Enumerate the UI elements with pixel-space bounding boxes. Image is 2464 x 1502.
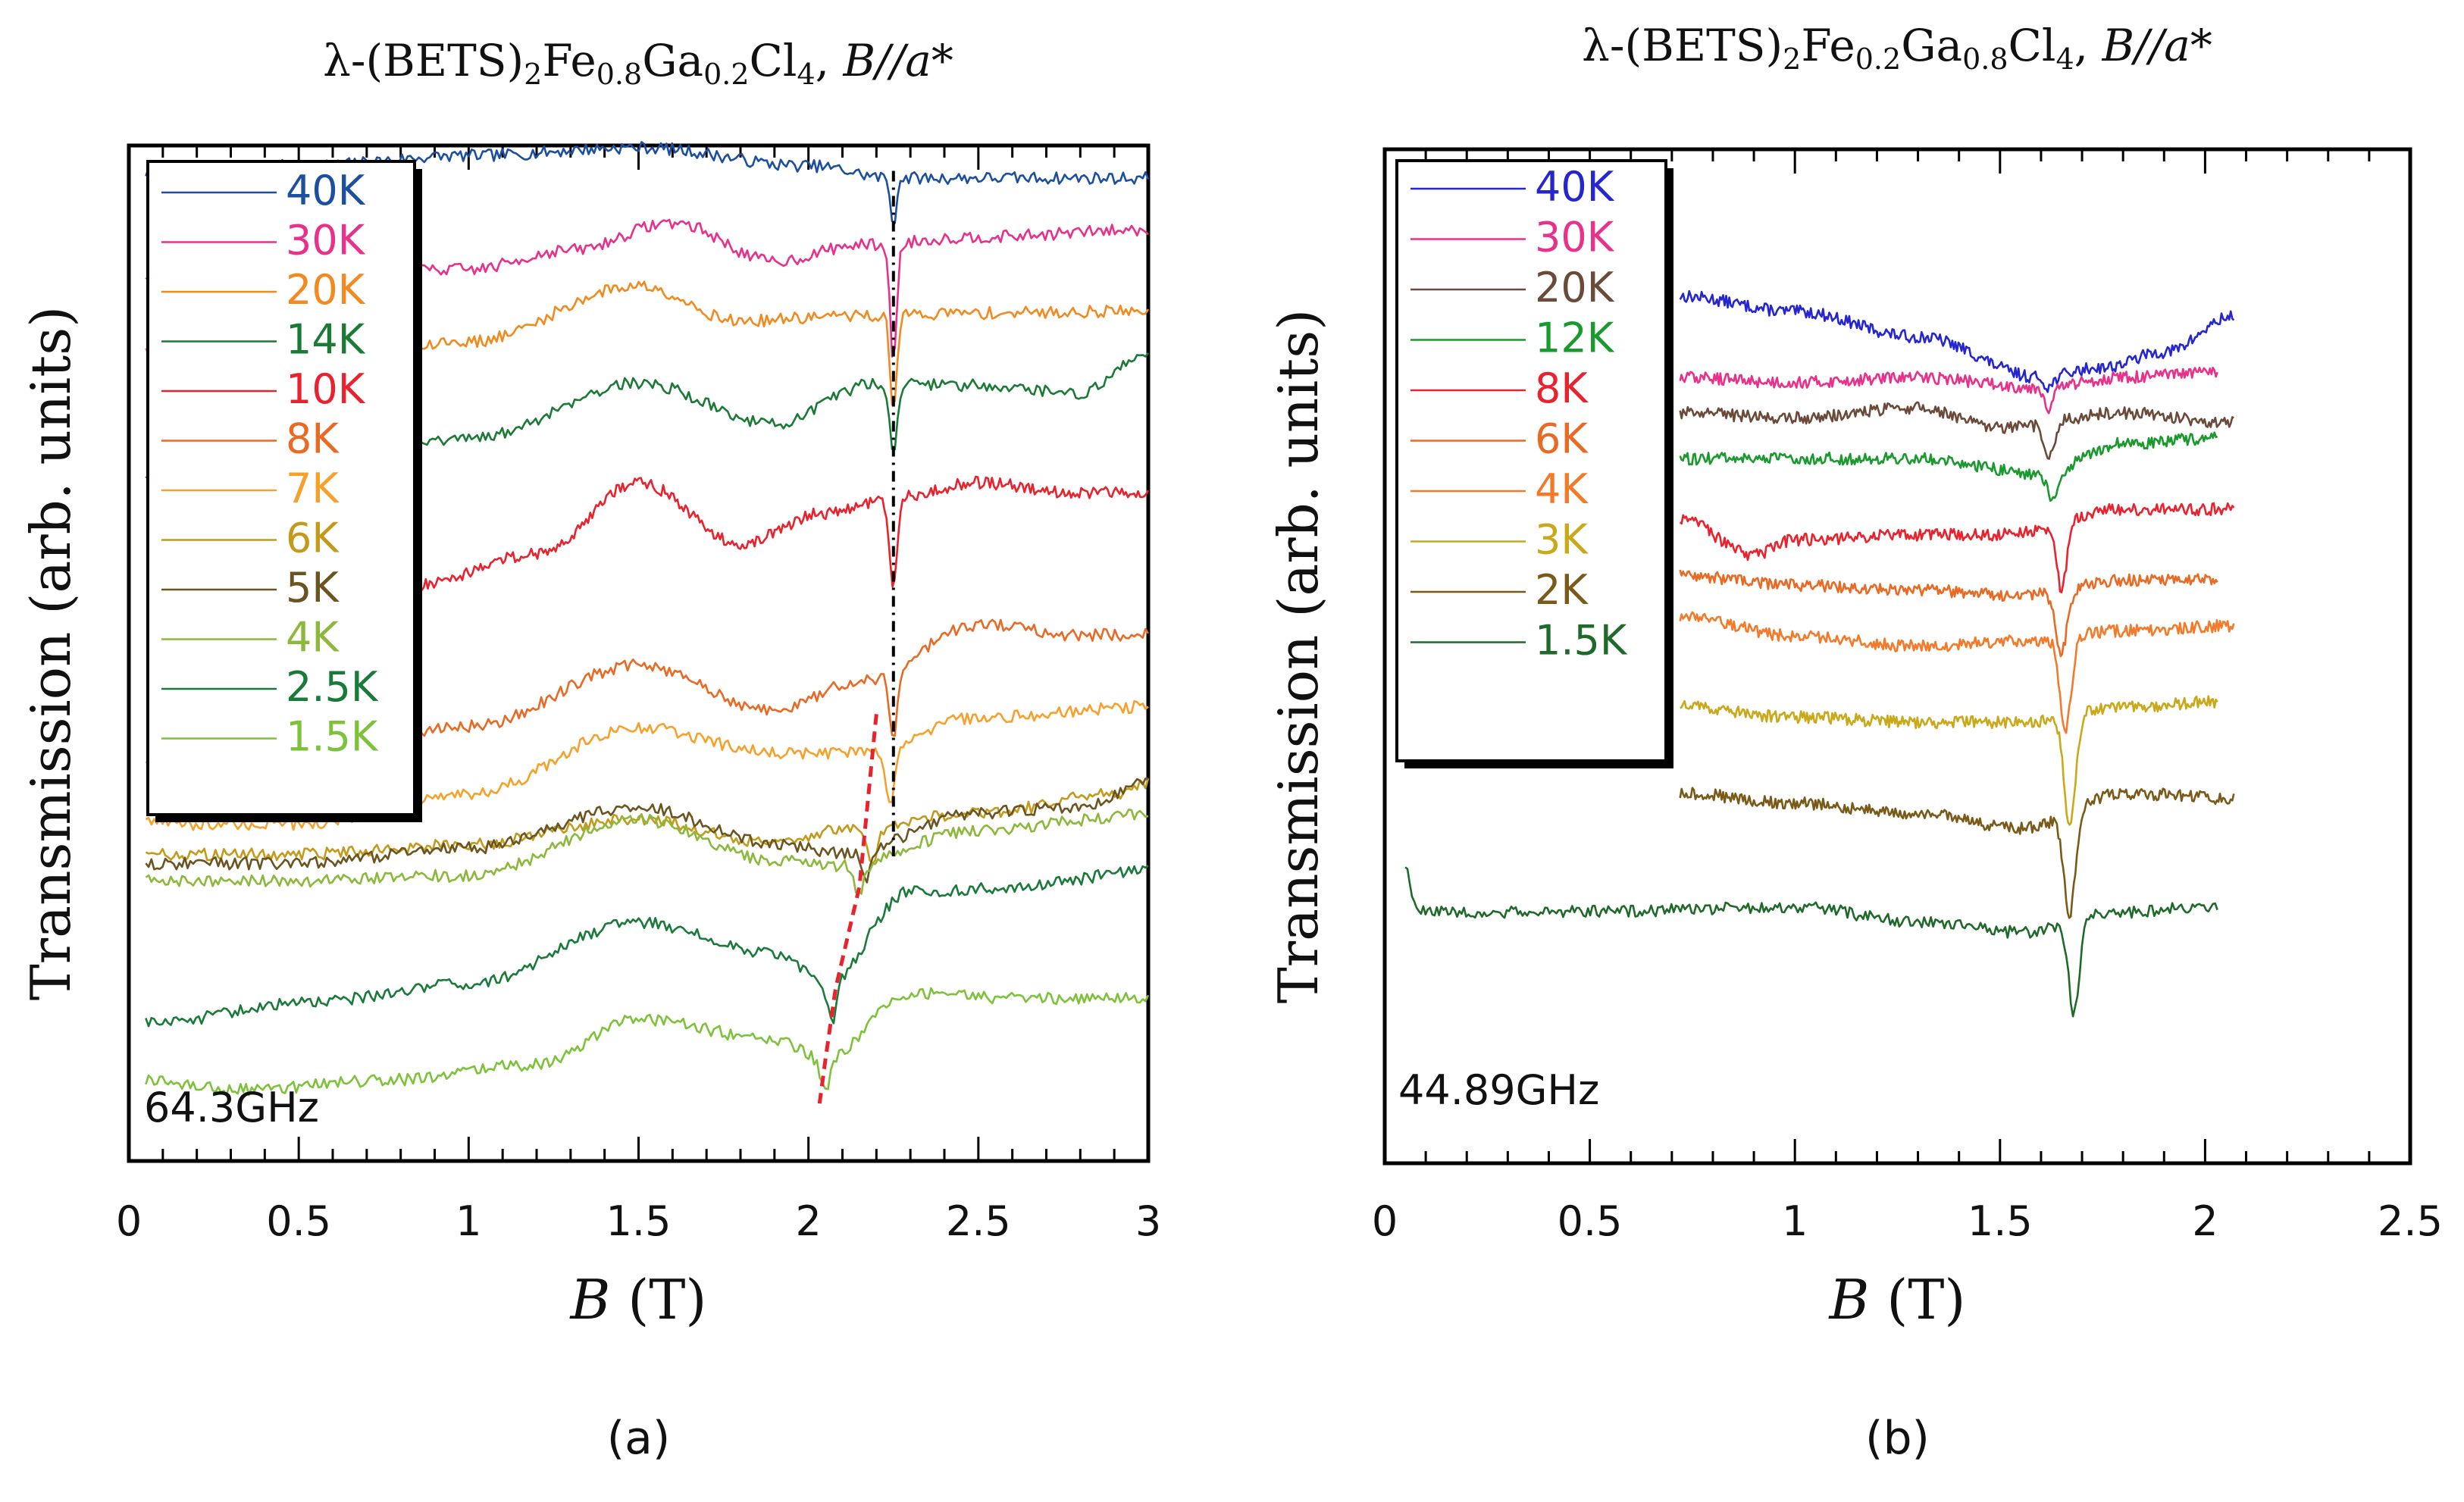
a-x-tick-label: 3 bbox=[1135, 1197, 1161, 1245]
a-series-line-7K bbox=[145, 699, 1149, 831]
b-x-axis-label: B (T) bbox=[1827, 1268, 1965, 1331]
b-legend-label-8K: 8K bbox=[1535, 365, 1589, 412]
a-x-tick-label: 1.5 bbox=[606, 1197, 672, 1245]
a-legend-label-4K: 4K bbox=[286, 614, 340, 662]
b-x-tick-label: 0.5 bbox=[1558, 1197, 1623, 1245]
a-panel-label: (a) bbox=[607, 1412, 671, 1465]
a-y-axis-label: Transmission (arb. units) bbox=[19, 306, 83, 1001]
a-legend-label-8K: 8K bbox=[286, 415, 340, 463]
a-x-tick-label: 0.5 bbox=[266, 1197, 331, 1245]
a-series-line-1.5K bbox=[145, 987, 1150, 1097]
a-x-tick-label: 2.5 bbox=[946, 1197, 1011, 1245]
b-legend-label-40K: 40K bbox=[1535, 163, 1615, 211]
a-series-line-10K bbox=[416, 475, 1150, 591]
b-legend-box bbox=[1395, 159, 1667, 762]
a-frequency-annotation: 64.3GHz bbox=[144, 1084, 319, 1131]
a-legend-box bbox=[146, 160, 416, 816]
a-series-line-2.5K bbox=[145, 865, 1149, 1028]
b-series-line-20K bbox=[1679, 401, 2234, 460]
a-x-tick-label: 2 bbox=[795, 1197, 821, 1245]
a-legend-label-5K: 5K bbox=[286, 564, 340, 612]
b-legend-label-12K: 12K bbox=[1535, 314, 1615, 362]
b-series-line-8K bbox=[1679, 502, 2235, 593]
b-series-line-4K bbox=[1679, 611, 2235, 734]
b-panel-label: (b) bbox=[1865, 1412, 1930, 1465]
b-series-group bbox=[1404, 289, 2235, 1018]
b-x-tick-label: 2.5 bbox=[2378, 1197, 2443, 1245]
a-guide-line-1 bbox=[816, 714, 878, 1111]
b-x-tick-label: 0 bbox=[1372, 1197, 1398, 1245]
b-x-tick-label: 2 bbox=[2192, 1197, 2218, 1245]
b-series-line-3K bbox=[1680, 695, 2218, 826]
a-legend-label-14K: 14K bbox=[286, 316, 366, 364]
a-x-tick-label: 0 bbox=[116, 1197, 142, 1245]
b-series-line-1.5K bbox=[1404, 866, 2218, 1018]
b-plot-frame bbox=[1382, 147, 2412, 1166]
b-legend-label-3K: 3K bbox=[1535, 516, 1589, 564]
b-legend-label-20K: 20K bbox=[1535, 264, 1615, 311]
b-series-line-2K bbox=[1679, 787, 2235, 919]
b-frequency-annotation: 44.89GHz bbox=[1398, 1066, 1599, 1114]
panel-a-chart: λ-(BETS)2Fe0.8Ga0.2Cl4, B//a* 0 0.5 1 1.5 2 2.… bbox=[19, 35, 1161, 1465]
a-series-line-4K bbox=[145, 809, 1149, 895]
a-legend-label-7K: 7K bbox=[286, 465, 340, 512]
a-legend-label-10K: 10K bbox=[286, 365, 366, 413]
a-legend-label-30K: 30K bbox=[286, 217, 366, 264]
a-legend-label-6K: 6K bbox=[286, 515, 340, 562]
b-chart-title: λ-(BETS)2Fe0.2Ga0.8Cl4, B//a* bbox=[1582, 20, 2212, 76]
a-chart-title: λ-(BETS)2Fe0.8Ga0.2Cl4, B//a* bbox=[323, 35, 953, 91]
b-series-line-30K bbox=[1679, 366, 2218, 415]
a-legend-label-40K: 40K bbox=[286, 167, 366, 214]
b-legend-label-2K: 2K bbox=[1535, 566, 1589, 614]
b-legend-label-1.5K: 1.5K bbox=[1535, 617, 1628, 665]
a-x-tick-label: 1 bbox=[456, 1197, 481, 1245]
b-x-tick-label: 1.5 bbox=[1968, 1197, 2033, 1245]
a-series-group bbox=[145, 141, 1150, 1097]
panel-b-chart: λ-(BETS)2Fe0.2Ga0.8Cl4, B//a* 0 0.5 1 1.5 2 2.… bbox=[1266, 20, 2443, 1465]
a-x-axis-label: B (T) bbox=[568, 1268, 706, 1331]
a-series-line-5K bbox=[145, 777, 1149, 884]
a-legend-label-20K: 20K bbox=[286, 266, 366, 314]
b-series-line-6K bbox=[1679, 569, 2218, 658]
b-x-tick-label: 1 bbox=[1782, 1197, 1808, 1245]
b-y-axis-label: Transmission (arb. units) bbox=[1266, 309, 1330, 1004]
b-legend-label-4K: 4K bbox=[1535, 465, 1589, 513]
b-legend-label-6K: 6K bbox=[1535, 415, 1589, 463]
a-legend-label-2.5K: 2.5K bbox=[286, 663, 379, 711]
b-series-line-40K bbox=[1679, 289, 2235, 393]
a-legend-label-1.5K: 1.5K bbox=[286, 713, 379, 761]
b-series-line-12K bbox=[1679, 431, 2218, 502]
b-legend-label-30K: 30K bbox=[1535, 214, 1615, 261]
